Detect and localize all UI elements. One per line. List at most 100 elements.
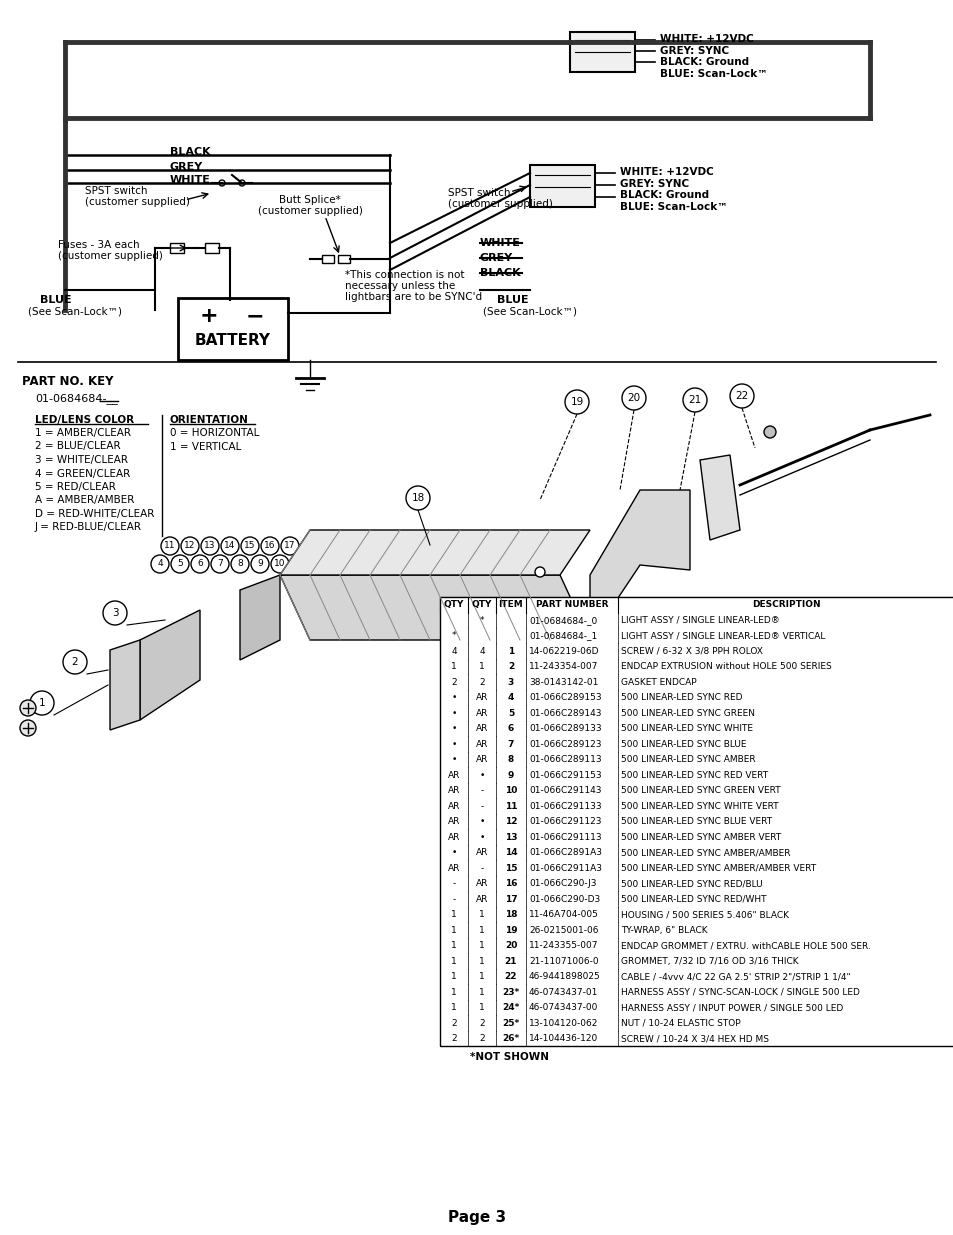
Circle shape [161,537,179,555]
Bar [439,736,953,752]
Text: 01-066C290-D3: 01-066C290-D3 [529,894,599,904]
Text: PART NO. KEY: PART NO. KEY [22,375,113,388]
Text: LED/LENS COLOR: LED/LENS COLOR [35,415,134,425]
Text: 19: 19 [570,396,583,408]
Text: 10: 10 [504,787,517,795]
Text: NUT / 10-24 ELASTIC STOP: NUT / 10-24 ELASTIC STOP [620,1019,740,1028]
Bar [205,243,219,253]
Text: AR: AR [476,740,488,748]
Text: (See Scan-Lock™): (See Scan-Lock™) [482,306,577,316]
Text: 11: 11 [164,541,175,551]
Text: 23*: 23* [502,988,519,997]
Circle shape [211,555,229,573]
Circle shape [564,390,588,414]
Text: AR: AR [476,709,488,718]
Text: AR: AR [476,756,488,764]
Text: WHITE: +12VDC
GREY: SYNC
BLACK: Ground
BLUE: Scan-Lock™: WHITE: +12VDC GREY: SYNC BLACK: Ground B… [619,167,727,211]
Text: 01-066C289123: 01-066C289123 [529,740,601,748]
Text: 2: 2 [451,678,456,687]
Text: TY-WRAP, 6" BLACK: TY-WRAP, 6" BLACK [620,926,707,935]
Text: lightbars are to be SYNC'd: lightbars are to be SYNC'd [345,291,481,303]
Text: 13: 13 [504,832,517,842]
Text: (customer supplied): (customer supplied) [85,198,190,207]
Polygon shape [280,530,589,576]
Text: 8: 8 [507,756,514,764]
Text: 4: 4 [507,693,514,703]
Text: 01-066C289153: 01-066C289153 [529,693,601,703]
Text: •: • [478,832,484,842]
Text: BLACK: BLACK [170,147,211,157]
Polygon shape [280,576,589,640]
Text: A = AMBER/AMBER: A = AMBER/AMBER [35,495,134,505]
Text: HARNESS ASSY / SYNC-SCAN-LOCK / SINGLE 500 LED: HARNESS ASSY / SYNC-SCAN-LOCK / SINGLE 5… [620,988,859,997]
Text: 01-066C291133: 01-066C291133 [529,802,601,810]
Bar [439,659,953,674]
Circle shape [181,537,199,555]
Bar [439,799,953,814]
Text: 20: 20 [627,393,639,403]
Text: 01-066C291143: 01-066C291143 [529,787,601,795]
Text: 16: 16 [504,879,517,888]
Text: (See Scan-Lock™): (See Scan-Lock™) [28,306,122,316]
Polygon shape [589,490,689,640]
Bar [439,923,953,939]
Text: 500 LINEAR-LED SYNC BLUE: 500 LINEAR-LED SYNC BLUE [620,740,745,748]
Text: 18: 18 [504,910,517,919]
Bar [439,984,953,1000]
Text: HARNESS ASSY / INPUT POWER / SINGLE 500 LED: HARNESS ASSY / INPUT POWER / SINGLE 500 … [620,1003,842,1013]
Text: 01-066C2891A3: 01-066C2891A3 [529,848,601,857]
Text: 46-9441898025: 46-9441898025 [529,972,600,982]
Text: 10: 10 [274,559,286,568]
Text: AR: AR [476,894,488,904]
Circle shape [20,720,36,736]
Text: Butt Splice*: Butt Splice* [279,195,340,205]
Text: 14: 14 [224,541,235,551]
Text: 17: 17 [284,541,295,551]
Text: 5 = RED/CLEAR: 5 = RED/CLEAR [35,482,115,492]
Text: 1: 1 [451,926,456,935]
Text: 46-0743437-00: 46-0743437-00 [529,1003,598,1013]
Circle shape [201,537,219,555]
Text: 0 = HORIZONTAL: 0 = HORIZONTAL [170,429,259,438]
Text: ITEM: ITEM [498,600,523,609]
Text: 1: 1 [478,957,484,966]
Text: 22: 22 [735,391,748,401]
Bar [530,165,595,207]
Text: 500 LINEAR-LED SYNC GREEN: 500 LINEAR-LED SYNC GREEN [620,709,754,718]
Text: 6: 6 [507,724,514,734]
Text: •: • [451,709,456,718]
Circle shape [151,555,169,573]
Text: 500 LINEAR-LED SYNC AMBER: 500 LINEAR-LED SYNC AMBER [620,756,755,764]
Text: -: - [480,802,483,810]
Text: 21: 21 [688,395,700,405]
Text: 1: 1 [451,957,456,966]
Bar [439,1015,953,1031]
Circle shape [261,537,278,555]
Text: 16: 16 [264,541,275,551]
Bar [439,597,953,613]
Polygon shape [240,576,280,659]
Text: SCREW / 10-24 X 3/4 HEX HD MS: SCREW / 10-24 X 3/4 HEX HD MS [620,1034,768,1044]
Bar [439,876,953,892]
Text: 01-066C289143: 01-066C289143 [529,709,601,718]
Bar [439,597,953,1046]
Text: 38-0143142-01: 38-0143142-01 [529,678,598,687]
Polygon shape [110,640,140,730]
Text: 01-0684684-_1: 01-0684684-_1 [529,631,597,640]
Text: 1: 1 [451,972,456,982]
Text: Page 3: Page 3 [448,1210,505,1225]
Text: BLUE: BLUE [497,295,528,305]
Text: 2: 2 [478,1019,484,1028]
Text: 4: 4 [478,647,484,656]
Circle shape [271,555,289,573]
Text: •: • [451,848,456,857]
Circle shape [281,537,298,555]
Bar [439,969,953,984]
Text: 500 LINEAR-LED SYNC RED/BLU: 500 LINEAR-LED SYNC RED/BLU [620,879,761,888]
Text: 14-104436-120: 14-104436-120 [529,1034,598,1044]
Circle shape [231,555,249,573]
Circle shape [763,426,775,438]
Text: 2: 2 [71,657,78,667]
Text: 4 = GREEN/CLEAR: 4 = GREEN/CLEAR [35,468,131,478]
Text: 500 LINEAR-LED SYNC RED: 500 LINEAR-LED SYNC RED [620,693,741,703]
